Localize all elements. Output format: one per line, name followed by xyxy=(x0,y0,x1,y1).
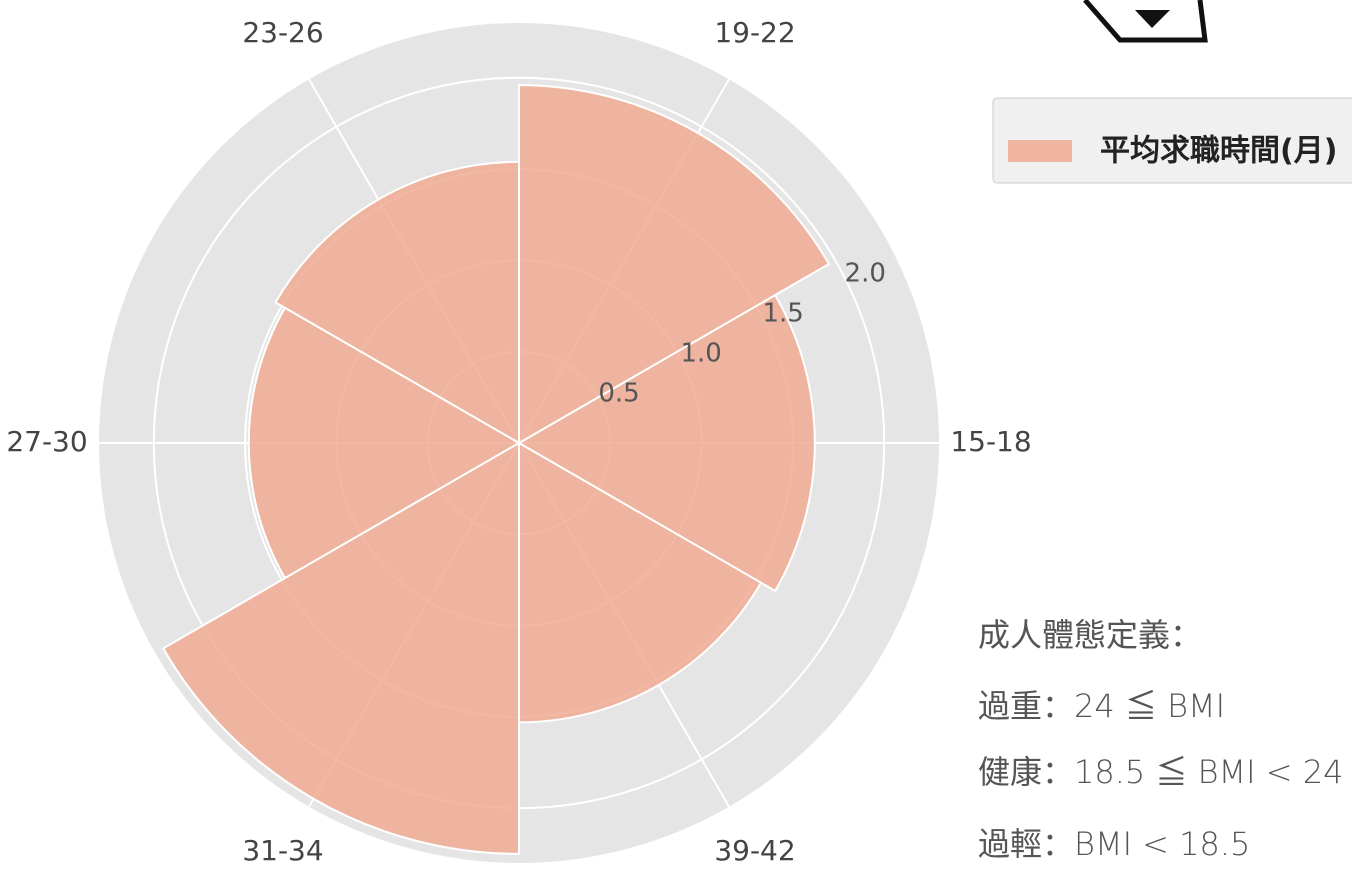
legend-swatch xyxy=(1008,140,1072,162)
y-tick-label: 2.0 xyxy=(845,259,886,289)
note-line: 過輕：BMI < 18.5 xyxy=(978,825,1250,863)
bar xyxy=(518,441,763,724)
bar xyxy=(518,84,831,445)
y-tick-label: 0.5 xyxy=(598,379,639,409)
bar xyxy=(516,293,816,593)
note-line: 過重：24 ≦ BMI xyxy=(978,687,1225,725)
bar xyxy=(274,160,520,445)
bar xyxy=(161,441,520,855)
y-tick-label: 1.5 xyxy=(762,299,803,329)
y-tick-label: 1.0 xyxy=(680,339,721,369)
x-tick-label: 19-22 xyxy=(714,16,795,49)
x-tick-label: 15-18 xyxy=(950,425,1031,458)
legend-box xyxy=(992,97,1352,184)
note-title: 成人體態定義： xyxy=(978,616,1202,654)
legend-label: 平均求職時間(月) xyxy=(1100,134,1337,169)
bar xyxy=(247,306,522,580)
x-tick-label: 27-30 xyxy=(6,425,87,458)
x-tick-label: 39-42 xyxy=(714,834,795,867)
x-tick-label: 23-26 xyxy=(242,16,323,49)
icon xyxy=(1083,0,1208,43)
icon-mark xyxy=(1135,10,1170,28)
note-line: 健康：18.5 ≦ BMI < 24 xyxy=(978,753,1343,791)
x-tick-label: 31-34 xyxy=(242,834,323,867)
